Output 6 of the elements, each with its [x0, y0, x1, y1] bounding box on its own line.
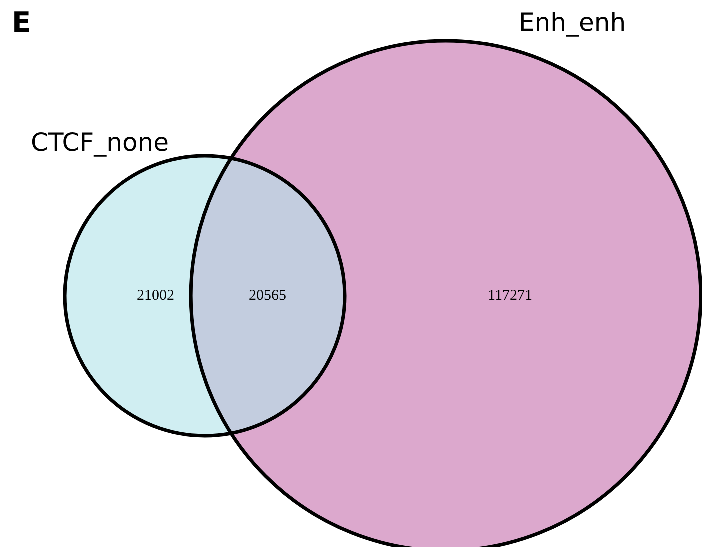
data-label: 117271: [488, 288, 532, 304]
category-label: CTCF_none: [31, 128, 169, 157]
category-label: Enh_enh: [519, 8, 626, 37]
text: 20565: [249, 288, 286, 304]
data-label: 21002: [137, 288, 174, 304]
text: E: [12, 6, 32, 39]
